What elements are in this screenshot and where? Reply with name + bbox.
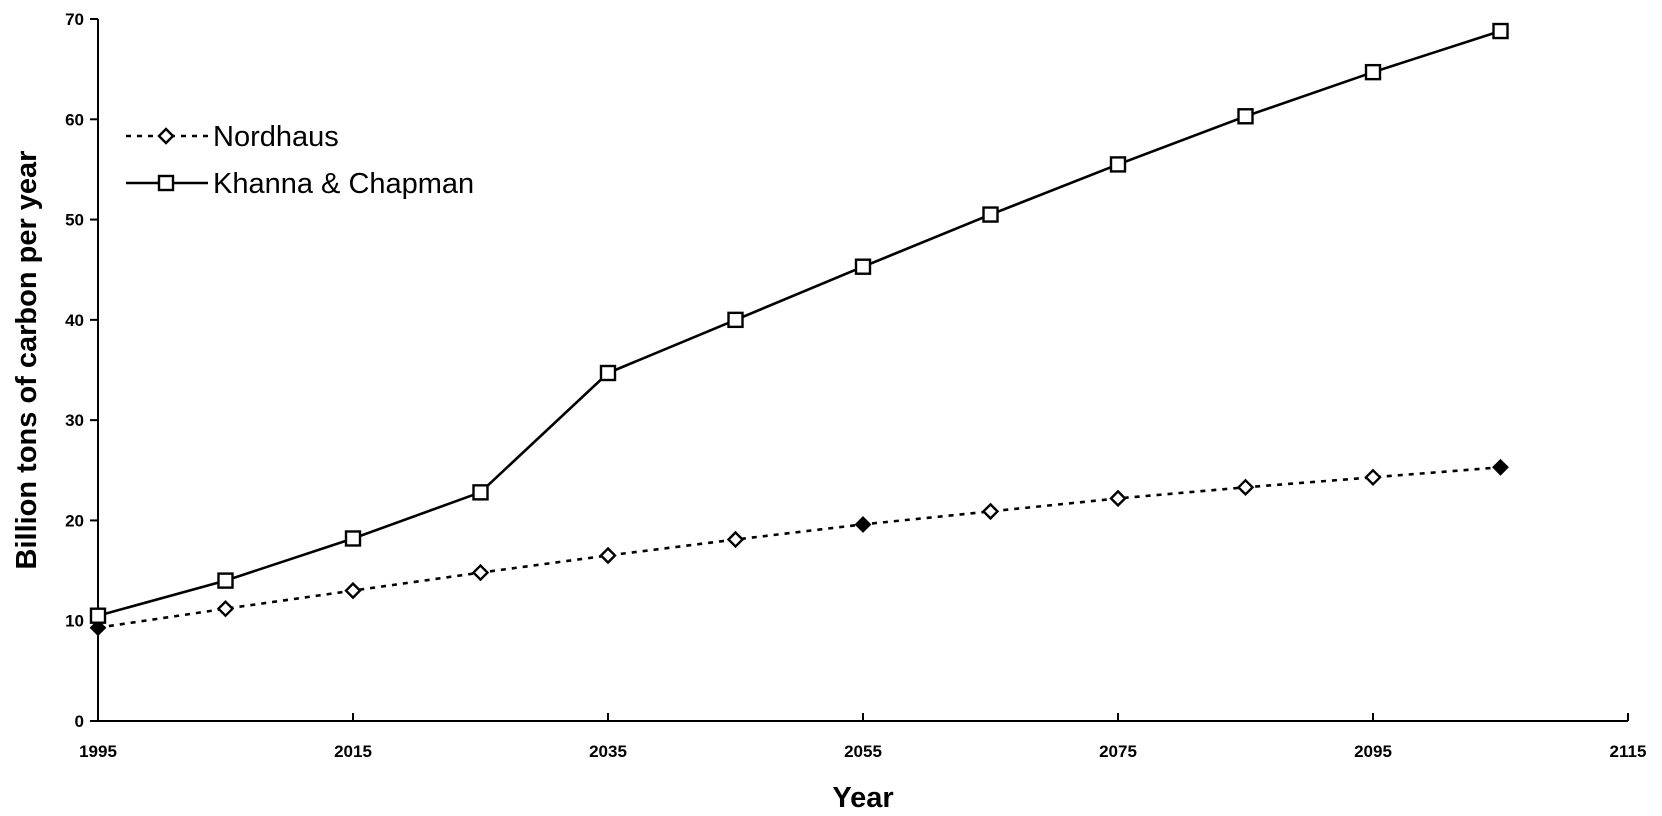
- y-tick-label: 10: [65, 612, 84, 631]
- y-tick-label: 20: [65, 511, 84, 530]
- data-point-khanna-chapman: [217, 572, 234, 589]
- y-tick-label: 70: [65, 10, 84, 29]
- series-line-khanna-chapman: [97, 29, 1501, 617]
- data-point-nordhaus: [1492, 458, 1509, 476]
- data-point-nordhaus: [89, 619, 107, 637]
- data-point-khanna-chapman: [727, 311, 744, 329]
- legend-marker-khanna-chapman: [157, 174, 175, 192]
- y-tick-label: 30: [65, 411, 84, 430]
- series-line-nordhaus: [97, 466, 1501, 629]
- data-point-nordhaus: [726, 530, 745, 549]
- y-axis-title: Billion tons of carbon per year: [11, 151, 43, 570]
- data-point-khanna-chapman: [1364, 63, 1382, 81]
- x-tick-label: 2035: [589, 742, 627, 761]
- x-tick-label: 2055: [844, 742, 882, 761]
- data-point-khanna-chapman: [1109, 156, 1127, 173]
- x-tick-label: 2115: [1610, 742, 1647, 761]
- data-point-nordhaus: [216, 599, 235, 618]
- data-point-khanna-chapman: [1237, 108, 1254, 125]
- legend-label-khanna-chapman: Khanna & Chapman: [213, 168, 474, 200]
- data-point-nordhaus: [854, 516, 872, 533]
- legend-item-nordhaus: Nordhaus: [126, 121, 339, 153]
- data-point-nordhaus: [1109, 489, 1127, 508]
- y-tick-label: 50: [65, 211, 84, 230]
- x-tick-label: 2075: [1099, 742, 1137, 761]
- legend-marker-nordhaus: [157, 127, 175, 145]
- y-tick-label: 60: [65, 110, 84, 129]
- series-khanna-chapman: [89, 22, 1509, 624]
- data-point-khanna-chapman: [472, 484, 489, 501]
- x-axis-ticks: 1995 2015 2035 2055 2075 2095 2115: [79, 713, 1646, 761]
- data-point-khanna-chapman: [982, 206, 999, 223]
- data-point-khanna-chapman: [1492, 22, 1509, 40]
- data-point-khanna-chapman: [854, 258, 872, 275]
- data-point-nordhaus: [981, 502, 1000, 521]
- x-tick-label: 2015: [334, 742, 372, 761]
- data-point-nordhaus: [599, 546, 617, 565]
- x-tick-label: 2095: [1354, 742, 1392, 761]
- y-tick-label: 0: [75, 712, 84, 731]
- x-axis-title: Year: [832, 782, 893, 814]
- series-nordhaus: [89, 458, 1509, 637]
- data-point-nordhaus: [344, 581, 362, 600]
- data-point-khanna-chapman: [599, 364, 617, 382]
- data-point-khanna-chapman: [89, 607, 107, 624]
- data-point-nordhaus: [1364, 468, 1382, 487]
- legend-item-khanna-chapman: Khanna & Chapman: [126, 168, 474, 200]
- series-layer: [89, 22, 1509, 637]
- legend-label-nordhaus: Nordhaus: [213, 121, 339, 153]
- data-point-khanna-chapman: [344, 530, 362, 547]
- data-point-nordhaus: [1236, 478, 1255, 497]
- y-tick-label: 40: [65, 311, 84, 330]
- x-tick-label: 1995: [79, 742, 117, 761]
- data-point-nordhaus: [471, 563, 490, 582]
- legend: Nordhaus Khanna & Chapman: [126, 121, 474, 200]
